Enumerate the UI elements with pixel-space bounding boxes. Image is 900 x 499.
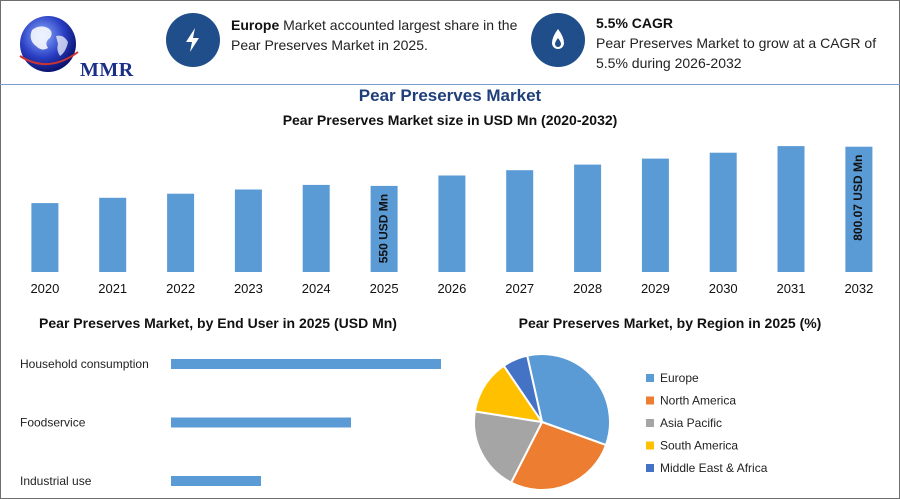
legend-label: South America [660, 439, 738, 453]
market-size-bar-chart: 2020 2021 2022 2023 2024 2025 2026 2027 2028 2029… [30, 146, 873, 296]
legend-swatch [646, 419, 654, 427]
mmr-logo: MMR [14, 12, 139, 81]
end-user-chart-title: Pear Preserves Market, by End User in 20… [39, 315, 397, 331]
x-tick-label: 2027 [505, 281, 534, 296]
cagr-info: 5.5% CAGR Pear Preserves Market to grow … [596, 13, 886, 73]
bar-2023 [234, 189, 262, 272]
x-tick-label: 2022 [166, 281, 195, 296]
bar-2025 [370, 185, 398, 272]
bar-2024 [302, 184, 330, 272]
pie-slice-3 [473, 364, 545, 424]
category-label: Foodservice [20, 416, 86, 430]
header-divider [0, 84, 900, 85]
bar-2020 [31, 203, 59, 272]
x-tick-label: 2029 [641, 281, 670, 296]
legend-label: North America [660, 394, 736, 408]
pie-slice-2 [473, 410, 544, 484]
x-tick-label: 2020 [30, 281, 59, 296]
category-label: Industrial use [20, 474, 92, 488]
x-tick-label: 2028 [573, 281, 602, 296]
lightning-bolt-icon [166, 13, 220, 67]
bar-2021 [99, 197, 127, 272]
legend-swatch [646, 464, 654, 472]
hbar-0 [171, 359, 441, 369]
region-pie-chart: Europe North America Asia Pacific South Ame… [473, 353, 768, 491]
info-card-text: Market accounted largest share in the Pe… [231, 17, 518, 53]
data-label-2025: 550 USD Mn [376, 194, 390, 263]
pie-slice-0 [525, 353, 611, 447]
bar-2027 [506, 170, 534, 272]
pie-slice-1 [509, 420, 608, 491]
x-tick-label: 2030 [709, 281, 738, 296]
legend-label: Middle East & Africa [660, 461, 768, 475]
legend-label: Asia Pacific [660, 416, 722, 430]
pie-slice-4 [502, 354, 543, 423]
bar-2030 [709, 152, 737, 272]
legend-swatch [646, 396, 654, 405]
bar-2029 [641, 158, 669, 272]
bar-2026 [438, 175, 466, 272]
bar-2032 [845, 146, 873, 272]
flame-drop-icon [531, 13, 585, 67]
legend-swatch [646, 374, 654, 382]
x-tick-label: 2026 [437, 281, 466, 296]
europe-share-info: Europe Market accounted largest share in… [231, 15, 526, 55]
region-chart-title: Pear Preserves Market, by Region in 2025… [518, 315, 822, 331]
x-tick-label: 2032 [844, 281, 873, 296]
category-label: Household consumption [20, 357, 149, 371]
bar-chart-title: Pear Preserves Market size in USD Mn (20… [282, 112, 618, 128]
hbar-1 [171, 417, 351, 428]
data-label-2032: 800.07 USD Mn [851, 155, 865, 241]
x-tick-label: 2025 [370, 281, 399, 296]
logo-text: MMR [80, 59, 134, 81]
legend-label: Europe [660, 371, 699, 385]
bar-2022 [167, 193, 195, 272]
cagr-text: Pear Preserves Market to grow at a CAGR … [596, 35, 877, 71]
bar-2028 [574, 164, 602, 272]
hbar-2 [171, 476, 261, 486]
legend-swatch [646, 441, 654, 450]
end-user-bar-chart: Household consumption Foodservice Industri… [20, 357, 441, 488]
x-tick-label: 2031 [777, 281, 806, 296]
info-card-bold: Europe [231, 17, 280, 33]
bar-2031 [777, 146, 805, 272]
globe-icon [19, 16, 79, 72]
x-tick-label: 2021 [98, 281, 127, 296]
x-tick-label: 2024 [302, 281, 331, 296]
cagr-value: 5.5% CAGR [596, 15, 674, 31]
x-tick-label: 2023 [234, 281, 263, 296]
page-title: Pear Preserves Market [358, 86, 542, 105]
